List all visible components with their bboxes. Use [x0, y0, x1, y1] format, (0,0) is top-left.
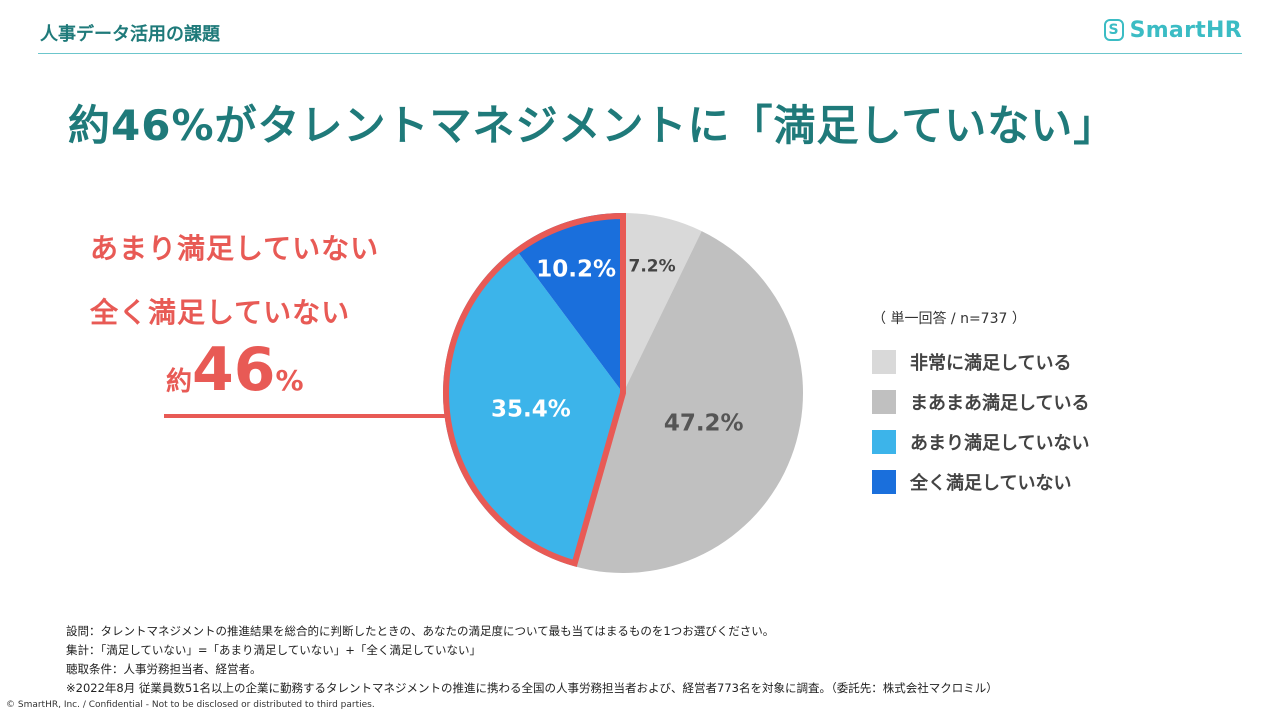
smarthr-logo-icon: S: [1103, 19, 1124, 41]
confidential-footer: © SmartHR, Inc. / Confidential - Not to …: [6, 700, 375, 710]
header-divider: [38, 53, 1242, 54]
legend-item: あまり満足していない: [872, 422, 1089, 462]
section-title: 人事データ活用の課題: [40, 24, 220, 45]
legend-swatch: [872, 470, 896, 494]
legend-label: まあまあ満足している: [910, 393, 1090, 414]
callout-connector-line: [164, 414, 446, 418]
legend-item: まあまあ満足している: [872, 382, 1089, 422]
legend-swatch: [872, 390, 896, 414]
logo-text: SmartHR: [1129, 17, 1242, 43]
pie-data-label: 47.2%: [664, 410, 744, 436]
pie-data-label: 35.4%: [491, 396, 571, 422]
legend-label: 全く満足していない: [910, 473, 1072, 494]
note-condition: 聴取条件：人事労務担当者、経営者。: [66, 662, 262, 676]
smarthr-logo: S SmartHR: [1103, 16, 1242, 44]
legend-item: 全く満足していない: [872, 462, 1089, 502]
pie-slice: [515, 213, 623, 393]
pie-data-label: 7.2%: [628, 257, 675, 277]
legend-label: 非常に満足している: [910, 353, 1072, 374]
dissatisfied-callout: あまり満足していない 全く満足していない: [90, 228, 379, 356]
callout-line-2: 全く満足していない: [90, 296, 351, 329]
callout-total-prefix: 約: [166, 367, 193, 397]
page-headline: 約46%がタレントマネジメントに「満足していない」: [68, 101, 1117, 150]
pie-slice: [623, 213, 702, 393]
pie-slice: [443, 248, 623, 567]
callout-line-1: あまり満足していない: [90, 232, 380, 265]
legend-swatch: [872, 350, 896, 374]
survey-notes: 設問：タレントマネジメントの推進結果を総合的に判断したときの、あなたの満足度につ…: [66, 622, 998, 698]
note-question: 設問：タレントマネジメントの推進結果を総合的に判断したときの、あなたの満足度につ…: [66, 624, 775, 638]
legend-note: （ 単一回答 / n=737 ）: [872, 311, 1026, 327]
legend-item: 非常に満足している: [872, 342, 1089, 382]
chart-legend: （ 単一回答 / n=737 ） 非常に満足している まあまあ満足している あま…: [872, 308, 1089, 502]
pie-data-label: 10.2%: [536, 256, 616, 282]
pie-slice: [573, 231, 803, 573]
callout-total-unit: %: [275, 364, 304, 397]
legend-swatch: [872, 430, 896, 454]
note-aggregation: 集計：「満足していない」=「あまり満足していない」+「全く満足していない」: [66, 643, 481, 657]
note-survey: ※2022年8月 従業員数51名以上の企業に勤務するタレントマネジメントの推進に…: [66, 681, 998, 695]
legend-label: あまり満足していない: [910, 433, 1090, 454]
callout-total: 約46%: [166, 340, 304, 400]
callout-total-number: 46: [192, 335, 276, 405]
dissatisfied-highlight-outline: [443, 212, 626, 567]
